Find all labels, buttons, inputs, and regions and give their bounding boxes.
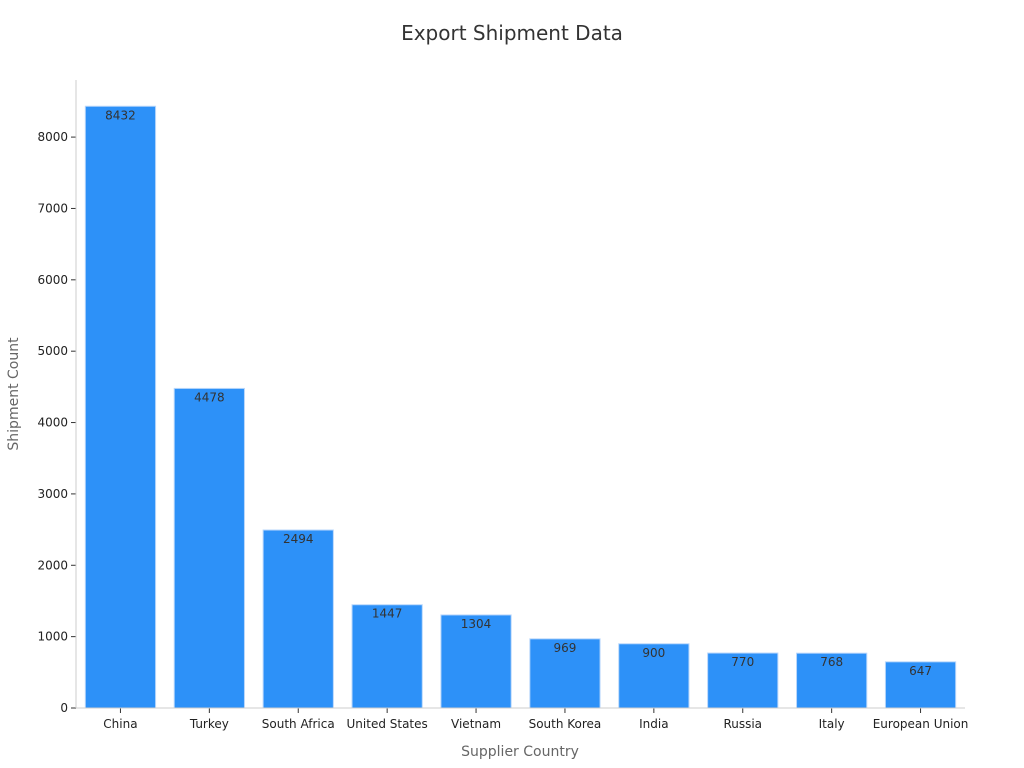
y-tick-label: 5000 bbox=[37, 344, 68, 358]
bar-italy bbox=[796, 652, 868, 709]
x-tick-label: South Korea bbox=[529, 717, 602, 731]
x-tick-label: Russia bbox=[723, 717, 762, 731]
bar-south-korea bbox=[529, 638, 601, 709]
y-axis-label: Shipment Count bbox=[6, 337, 22, 451]
bar-india bbox=[618, 643, 690, 709]
data-label: 4478 bbox=[194, 390, 225, 404]
y-tick-label: 0 bbox=[60, 701, 68, 715]
bar-south-africa bbox=[262, 529, 334, 709]
x-tick-label: India bbox=[639, 717, 668, 731]
x-axis-label: Supplier Country bbox=[461, 744, 579, 760]
y-tick-label: 6000 bbox=[37, 273, 68, 287]
data-label: 1447 bbox=[372, 607, 403, 621]
x-tick-label: United States bbox=[347, 717, 428, 731]
x-tick-label: South Africa bbox=[262, 717, 335, 731]
x-tick-label: Turkey bbox=[189, 717, 229, 731]
data-labels-group: 8432 4478 2494 1447 1304 969 900 770 768 647 bbox=[105, 108, 932, 678]
data-label: 969 bbox=[553, 641, 576, 655]
data-label: 900 bbox=[642, 646, 665, 660]
y-tick-label: 8000 bbox=[37, 130, 68, 144]
data-label: 2494 bbox=[283, 532, 314, 546]
y-tick-label: 1000 bbox=[37, 630, 68, 644]
y-tick-label: 3000 bbox=[37, 487, 68, 501]
x-tick-label: Italy bbox=[819, 717, 845, 731]
axes-group: China Turkey South Africa United States Viet… bbox=[37, 80, 968, 731]
x-tick-label: China bbox=[103, 717, 137, 731]
bars-group bbox=[84, 105, 957, 709]
y-tick-label: 2000 bbox=[37, 558, 68, 572]
data-label: 768 bbox=[820, 655, 843, 669]
bar-united-states bbox=[351, 604, 423, 709]
data-label: 8432 bbox=[105, 108, 136, 122]
bar-vietnam bbox=[440, 614, 512, 709]
data-label: 1304 bbox=[461, 617, 492, 631]
bar-china bbox=[84, 105, 157, 709]
x-tick-label: Vietnam bbox=[451, 717, 501, 731]
y-tick-label: 7000 bbox=[37, 201, 68, 215]
data-label: 647 bbox=[909, 664, 932, 678]
data-label: 770 bbox=[731, 655, 754, 669]
x-tick-label: European Union bbox=[873, 717, 969, 731]
chart-title: Export Shipment Data bbox=[401, 21, 623, 45]
bar-turkey bbox=[173, 387, 245, 709]
y-tick-label: 4000 bbox=[37, 416, 68, 430]
